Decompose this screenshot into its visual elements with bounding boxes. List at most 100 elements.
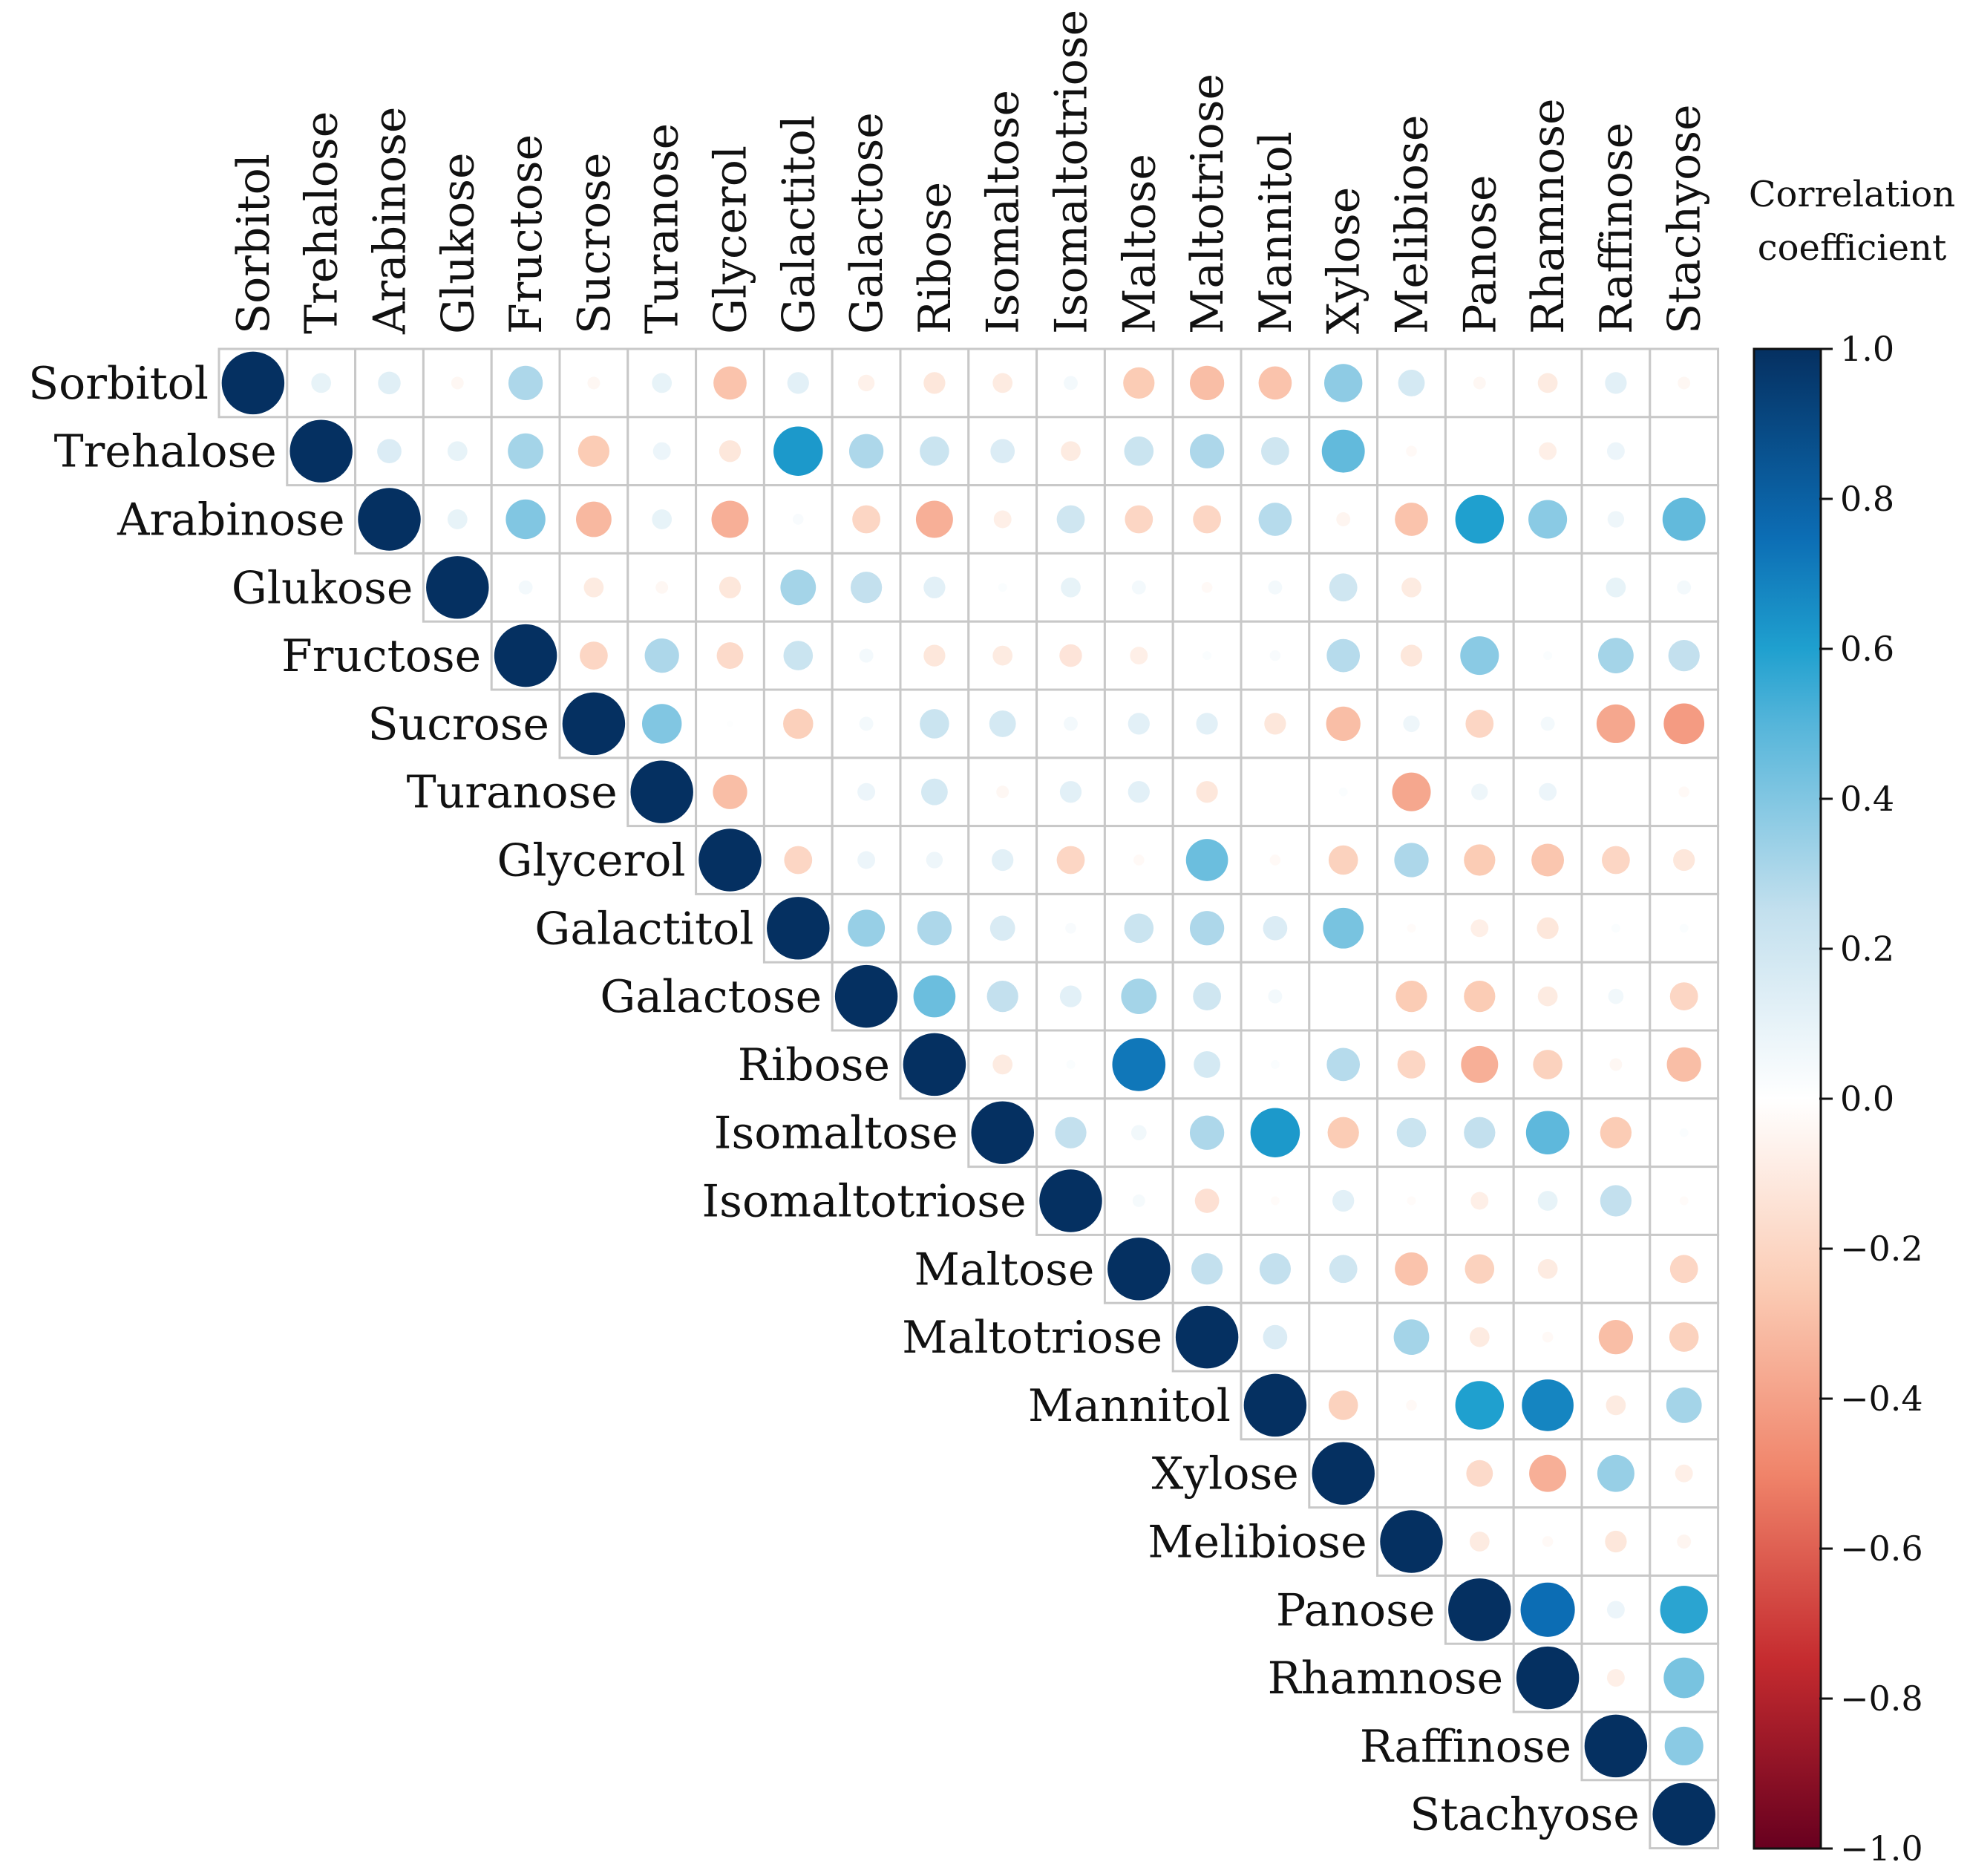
- correlation-circle-mannitol-mannitol: [1243, 1373, 1307, 1437]
- correlation-circle-glukose-fructose: [518, 580, 533, 595]
- correlation-circle-sucrose-isomaltose: [989, 710, 1016, 737]
- correlation-circle-rhamnose-rhamnose: [1516, 1646, 1580, 1710]
- correlation-circle-galactose-ribose: [913, 975, 956, 1018]
- correlation-circle-galactose-panose: [1464, 980, 1496, 1013]
- correlation-circle-sucrose-ribose: [920, 709, 949, 739]
- correlation-circle-isomaltotriose-stachyose: [1679, 1196, 1689, 1206]
- column-label-glukose: Glukose: [432, 152, 484, 334]
- correlation-circle-galactose-rhamnose: [1537, 986, 1558, 1007]
- colorbar-tick-label: −0.8: [1840, 1679, 1923, 1719]
- correlation-circle-fructose-sucrose: [580, 641, 608, 670]
- row-label-galactose: Galactose: [600, 971, 822, 1023]
- correlation-circle-sucrose-galactose: [859, 716, 874, 731]
- correlation-circle-maltose-maltotriose: [1191, 1253, 1223, 1285]
- correlation-circle-trehalose-glycerol: [719, 440, 742, 463]
- colorbar-tick-label: −0.2: [1840, 1229, 1923, 1269]
- correlation-circle-sorbitol-isomaltose: [992, 373, 1013, 393]
- correlation-circle-arabinose-maltose: [1125, 505, 1153, 534]
- correlation-circle-isomaltose-isomaltotriose: [1055, 1117, 1087, 1148]
- correlation-circle-ribose-isomaltose: [992, 1054, 1013, 1075]
- correlation-circle-glukose-glukose: [426, 556, 489, 619]
- correlation-circle-maltose-maltose: [1107, 1238, 1171, 1301]
- column-label-isomaltose: Isomaltose: [978, 90, 1030, 334]
- correlation-circle-maltose-panose: [1465, 1254, 1495, 1284]
- correlation-circle-xylose-panose: [1466, 1460, 1493, 1487]
- correlation-circle-turanose-stachyose: [1678, 786, 1690, 798]
- correlation-circle-mannitol-xylose: [1328, 1390, 1358, 1420]
- correlation-circle-galactitol-galactose: [848, 909, 886, 947]
- correlation-circle-ribose-maltotriose: [1194, 1050, 1221, 1078]
- correlation-circle-turanose-maltotriose: [1196, 781, 1218, 803]
- correlation-circle-sorbitol-raffinose: [1605, 372, 1627, 394]
- correlation-circle-trehalose-xylose: [1321, 429, 1365, 473]
- correlation-circle-ribose-raffinose: [1609, 1058, 1623, 1071]
- correlation-circle-sorbitol-maltose: [1123, 367, 1155, 399]
- matrix-cell: [1240, 756, 1311, 828]
- correlation-circle-fructose-isomaltotriose: [1059, 644, 1082, 667]
- correlation-circle-maltotriose-rhamnose: [1542, 1331, 1554, 1343]
- correlation-circle-glukose-maltose: [1131, 580, 1146, 595]
- row-label-stachyose: Stachyose: [1410, 1789, 1640, 1841]
- correlation-circle-trehalose-arabinose: [377, 439, 402, 464]
- correlation-circle-galactitol-isomaltose: [989, 915, 1015, 941]
- column-label-rhamnose: Rhamnose: [1522, 98, 1574, 334]
- correlation-circle-ribose-ribose: [903, 1033, 966, 1096]
- correlation-circle-sucrose-xylose: [1326, 706, 1361, 742]
- correlation-circle-arabinose-sucrose: [576, 501, 612, 537]
- correlation-circle-sorbitol-mannitol: [1258, 366, 1292, 400]
- correlation-circle-trehalose-trehalose: [289, 419, 353, 483]
- column-label-isomaltotriose: Isomaltotriose: [1046, 10, 1098, 334]
- correlation-circle-glukose-ribose: [923, 576, 946, 598]
- correlation-circle-panose-raffinose: [1606, 1601, 1625, 1619]
- matrix-cell: [1308, 552, 1379, 623]
- correlation-circle-mannitol-rhamnose: [1522, 1379, 1574, 1431]
- correlation-circle-mannitol-stachyose: [1666, 1388, 1702, 1423]
- correlation-circle-isomaltose-rhamnose: [1525, 1111, 1570, 1154]
- correlation-circle-maltotriose-stachyose: [1669, 1322, 1699, 1352]
- correlation-circle-sorbitol-arabinose: [378, 371, 401, 395]
- correlation-circle-isomaltose-maltose: [1130, 1125, 1147, 1141]
- correlation-circle-galactose-isomaltotriose: [1059, 985, 1082, 1007]
- correlation-circle-sorbitol-maltotriose: [1189, 365, 1225, 401]
- correlation-circle-maltotriose-panose: [1469, 1327, 1490, 1347]
- correlation-circle-arabinose-xylose: [1336, 512, 1351, 526]
- correlation-circle-panose-stachyose: [1660, 1586, 1708, 1634]
- correlation-circle-trehalose-mannitol: [1261, 437, 1289, 465]
- correlation-circle-galactitol-xylose: [1323, 907, 1364, 949]
- correlation-circle-melibiose-raffinose: [1605, 1530, 1627, 1553]
- row-label-sorbitol: Sorbitol: [28, 358, 209, 410]
- correlation-circle-isomaltose-xylose: [1327, 1117, 1359, 1148]
- correlation-circle-sucrose-raffinose: [1596, 704, 1635, 743]
- correlation-circle-isomaltotriose-rhamnose: [1537, 1191, 1558, 1211]
- correlation-circle-glukose-maltotriose: [1201, 581, 1213, 593]
- colorbar: 1.0 0.8 0.6 0.4 0.2 0.0 −0.2 −0.4 −0.6 −0.8 −1.0 C…: [1749, 174, 1955, 1869]
- correlation-circle-trehalose-ribose: [920, 436, 949, 466]
- column-label-trehalose: Trehalose: [296, 111, 348, 334]
- correlation-circle-turanose-ribose: [920, 778, 948, 805]
- correlation-circle-galactitol-galactitol: [767, 897, 830, 960]
- row-label-arabinose: Arabinose: [117, 494, 344, 546]
- correlation-circle-turanose-maltose: [1128, 781, 1150, 803]
- correlation-circle-glycerol-galactitol: [784, 846, 813, 875]
- correlation-circle-glukose-isomaltose: [998, 583, 1007, 592]
- correlation-circle-galactose-maltotriose: [1193, 982, 1221, 1010]
- matrix-cell: [1580, 1233, 1652, 1304]
- colorbar-tick-label: −0.4: [1840, 1379, 1923, 1419]
- row-label-xylose: Xylose: [1152, 1448, 1299, 1500]
- correlation-circle-isomaltotriose-mannitol: [1270, 1196, 1280, 1206]
- correlation-circle-arabinose-galactitol: [792, 514, 804, 525]
- correlation-circle-ribose-rhamnose: [1533, 1050, 1562, 1079]
- correlation-circle-galactitol-rhamnose: [1537, 917, 1559, 939]
- correlation-circle-sucrose-melibiose: [1403, 715, 1420, 733]
- correlation-circle-galactitol-maltose: [1124, 913, 1154, 944]
- correlation-circle-fructose-maltose: [1130, 647, 1148, 665]
- correlation-circle-glycerol-ribose: [926, 852, 943, 869]
- correlation-circle-maltose-xylose: [1329, 1255, 1358, 1284]
- correlation-circle-trehalose-rhamnose: [1539, 442, 1557, 460]
- correlation-circle-isomaltose-mannitol: [1250, 1108, 1300, 1157]
- colorbar-title-line1: Correlation: [1749, 174, 1955, 215]
- correlation-circle-galactose-stachyose: [1669, 982, 1698, 1010]
- correlation-circle-sucrose-stachyose: [1663, 703, 1705, 745]
- correlation-circle-arabinose-glukose: [447, 509, 468, 529]
